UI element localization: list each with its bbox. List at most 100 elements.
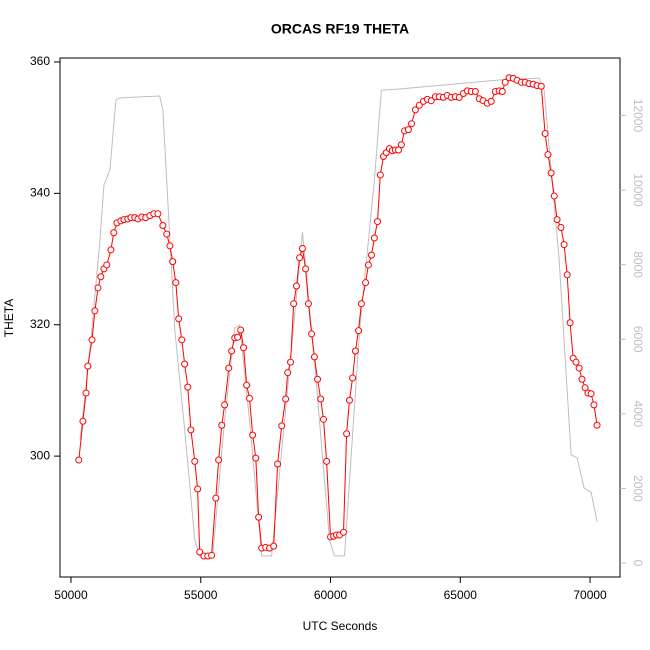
x-tick-label: 60000 [314,588,348,602]
series-line [79,77,598,557]
point [154,210,162,218]
point [243,381,251,389]
point [270,542,278,550]
point [304,300,312,308]
point [218,421,226,429]
point [163,230,171,238]
point [196,548,204,556]
point [278,422,286,430]
point [187,426,195,434]
y-axis-label: THETA [2,299,16,337]
y2-tick-label: 4000 [631,400,645,427]
point [560,241,568,249]
y2-tick-label: 6000 [631,326,645,353]
point [501,78,509,86]
point [370,234,378,242]
point [175,315,183,323]
point [298,245,306,253]
point [159,222,167,230]
point [541,130,549,138]
point [215,456,223,464]
y2-tick-label: 8000 [631,251,645,278]
point [572,358,580,366]
point [557,223,565,231]
point [317,395,325,403]
y2-tick-label: 2000 [631,475,645,502]
y2-tick-label: 12000 [631,99,645,133]
series-line [78,77,598,557]
point [252,454,260,462]
point [373,218,381,226]
x-tick-label: 50000 [54,588,88,602]
point [184,383,192,391]
point [103,261,111,269]
point [471,88,479,96]
point [225,364,233,372]
point [355,327,363,335]
x-tick-label: 65000 [444,588,478,602]
x-tick-label: 70000 [573,588,607,602]
point [208,551,216,559]
point [563,271,571,279]
point [82,389,90,397]
point [415,101,423,109]
point [395,146,403,154]
point [88,336,96,344]
point [191,457,199,465]
y2-tick-label: 0 [631,560,645,567]
point [212,494,220,502]
point [178,336,186,344]
point [593,421,601,429]
point [351,347,359,355]
point [498,88,506,96]
point [581,384,589,392]
point [349,374,357,382]
chart-title: ORCAS RF19 THETA [271,21,409,37]
y-tick-label: 320 [30,317,50,331]
point [411,106,419,114]
point [547,169,555,177]
point [166,242,174,250]
point [323,457,331,465]
point [172,279,180,287]
point [578,375,586,383]
point [339,528,347,536]
point [345,396,353,404]
x-tick-label: 55000 [184,588,218,602]
point [282,395,290,403]
point [427,97,435,105]
y-tick-label: 340 [30,186,50,200]
point [221,401,229,409]
point [343,430,351,438]
point [302,265,310,273]
x-axis-label: UTC Seconds [303,619,378,633]
point [364,261,372,269]
point [296,254,304,262]
point [246,394,254,402]
point [228,347,236,355]
point [455,93,463,101]
point [234,333,242,341]
plot-frame [59,57,621,578]
point [308,330,316,338]
point [237,326,245,334]
point [575,364,583,372]
point [487,97,495,105]
point [94,284,102,292]
point [255,513,263,521]
point [357,300,365,308]
point [287,358,295,366]
point [293,282,301,290]
y-tick-label: 360 [30,54,50,68]
point [290,300,298,308]
point [84,362,92,370]
point [169,258,177,266]
point [314,375,322,383]
point [75,456,83,464]
point [397,141,405,149]
point [376,171,384,179]
point [91,307,99,315]
point [240,344,248,352]
y-tick-label: 300 [30,448,50,462]
